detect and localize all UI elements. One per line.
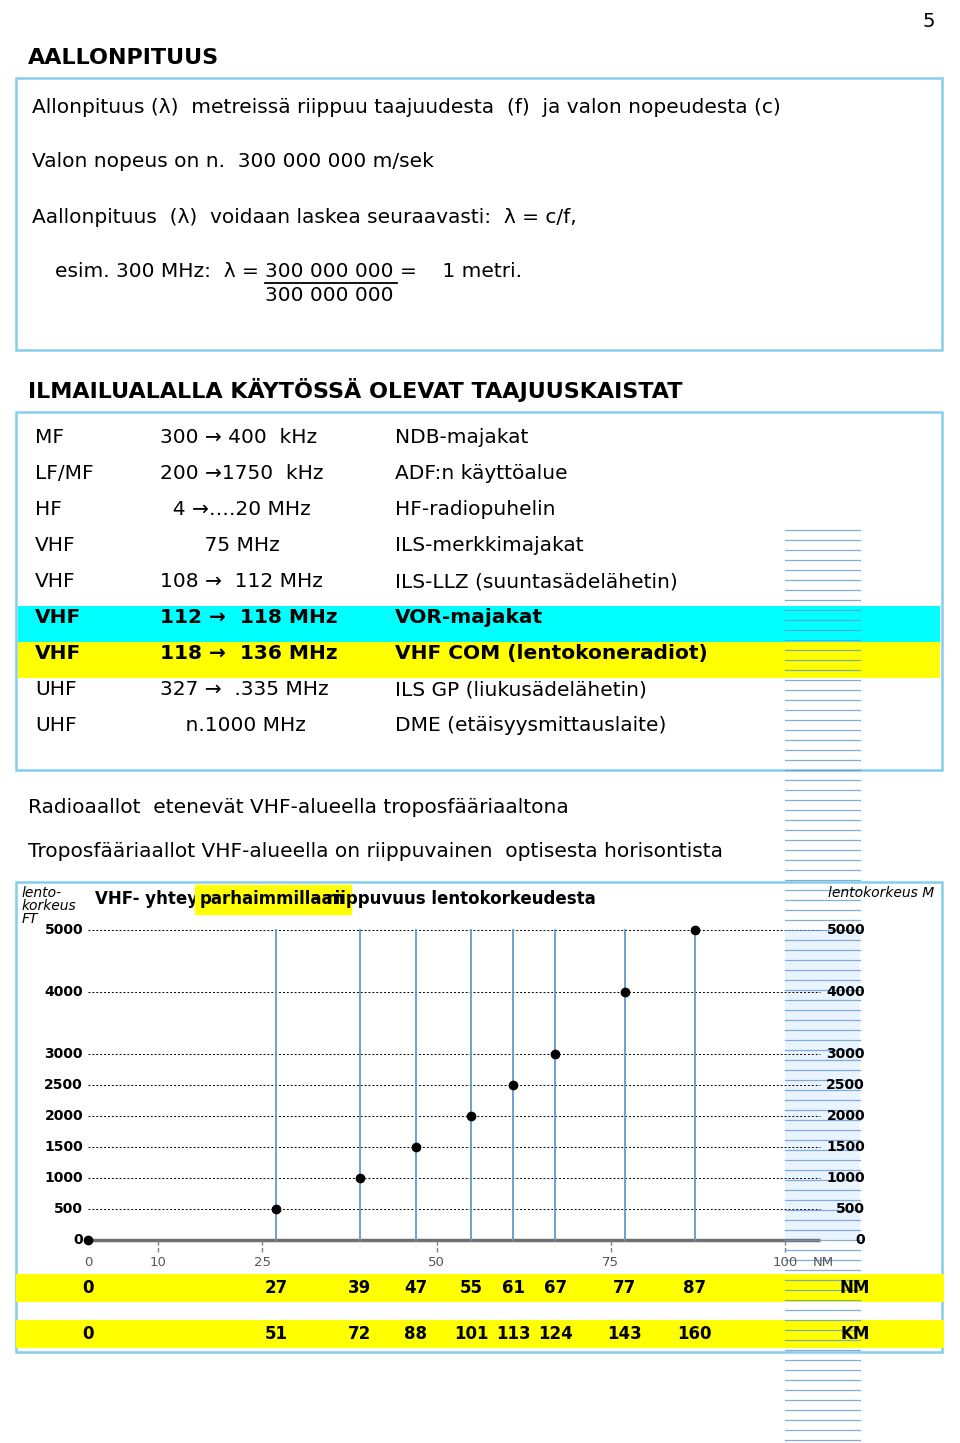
Text: 72: 72	[348, 1325, 372, 1343]
Text: 100: 100	[773, 1255, 798, 1268]
Text: ILS-LLZ (suuntasädelähetin): ILS-LLZ (suuntasädelähetin)	[395, 571, 678, 592]
Text: 327 →  .335 MHz: 327 → .335 MHz	[160, 680, 328, 698]
Bar	[16, 1320, 944, 1348]
Text: VHF: VHF	[35, 571, 76, 592]
Text: AALLONPITUUS: AALLONPITUUS	[28, 48, 219, 68]
Text: 143: 143	[608, 1325, 642, 1343]
Text: 124: 124	[538, 1325, 572, 1343]
Text: 101: 101	[454, 1325, 489, 1343]
Text: 0: 0	[84, 1255, 92, 1268]
Bar	[16, 1274, 944, 1302]
FancyBboxPatch shape	[16, 413, 942, 771]
Text: 25: 25	[253, 1255, 271, 1268]
Text: lentokorkeus M: lentokorkeus M	[828, 886, 934, 900]
Text: 2500: 2500	[827, 1078, 865, 1092]
Text: 39: 39	[348, 1278, 372, 1297]
Text: Allonpituus (λ)  metreissä riippuu taajuudesta  (f)  ja valon nopeudesta (c): Allonpituus (λ) metreissä riippuu taajuu…	[32, 98, 780, 117]
Text: 1000: 1000	[827, 1172, 865, 1185]
Text: UHF: UHF	[35, 716, 77, 734]
Text: 75 MHz: 75 MHz	[160, 535, 279, 556]
Text: 0: 0	[855, 1232, 865, 1247]
Text: KM: KM	[840, 1325, 870, 1343]
Text: 88: 88	[404, 1325, 427, 1343]
Text: LF/MF: LF/MF	[35, 465, 94, 483]
Text: lento-: lento-	[22, 886, 62, 900]
Text: NDB-majakat: NDB-majakat	[395, 429, 528, 447]
Text: 3000: 3000	[827, 1048, 865, 1061]
Text: =    1 metri.: = 1 metri.	[400, 263, 522, 281]
Text: korkeus: korkeus	[22, 899, 77, 913]
Text: 1500: 1500	[44, 1140, 83, 1154]
FancyBboxPatch shape	[16, 78, 942, 351]
Text: MF: MF	[35, 429, 64, 447]
Text: Valon nopeus on n.  300 000 000 m/sek: Valon nopeus on n. 300 000 000 m/sek	[32, 152, 434, 172]
Bar	[18, 642, 940, 678]
Text: VHF: VHF	[35, 644, 82, 662]
Text: 113: 113	[496, 1325, 531, 1343]
Text: DME (etäisyysmittauslaite): DME (etäisyysmittauslaite)	[395, 716, 666, 734]
Text: 55: 55	[460, 1278, 483, 1297]
Text: 2500: 2500	[44, 1078, 83, 1092]
Bar	[785, 929, 860, 1240]
Text: 4 →….20 MHz: 4 →….20 MHz	[160, 501, 311, 519]
Text: esim. 300 MHz:  λ =: esim. 300 MHz: λ =	[55, 263, 265, 281]
Text: Radioaallot  etenevät VHF-alueella troposfääriaaltona: Radioaallot etenevät VHF-alueella tropos…	[28, 798, 568, 817]
Text: VHF: VHF	[35, 608, 82, 628]
Text: VHF: VHF	[35, 535, 76, 556]
Text: ILMAILUALALLA KÄYTÖSSÄ OLEVAT TAAJUUSKAISTAT: ILMAILUALALLA KÄYTÖSSÄ OLEVAT TAAJUUSKAI…	[28, 378, 683, 403]
Text: ILS GP (liukusädelähetin): ILS GP (liukusädelähetin)	[395, 680, 647, 698]
Text: NM: NM	[813, 1255, 834, 1268]
Text: FT: FT	[22, 912, 38, 926]
Text: 47: 47	[404, 1278, 427, 1297]
Text: VHF COM (lentokoneradiot): VHF COM (lentokoneradiot)	[395, 644, 708, 662]
Text: UHF: UHF	[35, 680, 77, 698]
Text: Aallonpituus  (λ)  voidaan laskea seuraavasti:  λ = c/f,: Aallonpituus (λ) voidaan laskea seuraava…	[32, 208, 577, 227]
Text: 500: 500	[54, 1202, 83, 1216]
Text: - riippuvuus lentokorkeudesta: - riippuvuus lentokorkeudesta	[308, 890, 596, 908]
Text: VOR-majakat: VOR-majakat	[395, 608, 543, 628]
Text: 300 000 000: 300 000 000	[265, 263, 394, 281]
Text: 0: 0	[83, 1278, 94, 1297]
Text: 2000: 2000	[827, 1110, 865, 1123]
Text: 67: 67	[543, 1278, 566, 1297]
Text: Troposfääriaallot VHF-alueella on riippuvainen  optisesta horisontista: Troposfääriaallot VHF-alueella on riippu…	[28, 843, 723, 861]
Text: parhaimmillaan: parhaimmillaan	[200, 890, 346, 908]
Text: 1500: 1500	[827, 1140, 865, 1154]
Text: 118 →  136 MHz: 118 → 136 MHz	[160, 644, 338, 662]
Text: 200 →1750  kHz: 200 →1750 kHz	[160, 465, 324, 483]
Text: ILS-merkkimajakat: ILS-merkkimajakat	[395, 535, 584, 556]
Text: 87: 87	[683, 1278, 706, 1297]
Text: NM: NM	[840, 1278, 870, 1297]
Text: 61: 61	[502, 1278, 525, 1297]
Text: ADF:n käyttöalue: ADF:n käyttöalue	[395, 465, 567, 483]
Text: 2000: 2000	[44, 1110, 83, 1123]
Text: 75: 75	[602, 1255, 619, 1268]
Bar	[18, 606, 940, 642]
Text: 51: 51	[265, 1325, 288, 1343]
Text: 10: 10	[149, 1255, 166, 1268]
Text: 5000: 5000	[827, 924, 865, 937]
Text: 4000: 4000	[827, 986, 865, 999]
Text: HF-radiopuhelin: HF-radiopuhelin	[395, 501, 556, 519]
Text: 5000: 5000	[44, 924, 83, 937]
Text: 160: 160	[677, 1325, 711, 1343]
Text: 27: 27	[265, 1278, 288, 1297]
Text: 108 →  112 MHz: 108 → 112 MHz	[160, 571, 323, 592]
Text: n.1000 MHz: n.1000 MHz	[160, 716, 306, 734]
Text: 500: 500	[836, 1202, 865, 1216]
Text: 0: 0	[83, 1325, 94, 1343]
Text: 3000: 3000	[44, 1048, 83, 1061]
Text: 77: 77	[613, 1278, 636, 1297]
Text: VHF- yhteysväli: VHF- yhteysväli	[95, 890, 247, 908]
Text: 1000: 1000	[44, 1172, 83, 1185]
Text: 50: 50	[428, 1255, 445, 1268]
Text: 0: 0	[73, 1232, 83, 1247]
Text: HF: HF	[35, 501, 61, 519]
Text: 5: 5	[923, 12, 935, 30]
FancyBboxPatch shape	[16, 882, 942, 1352]
Text: 300 → 400  kHz: 300 → 400 kHz	[160, 429, 317, 447]
Text: 300 000 000: 300 000 000	[265, 286, 394, 304]
Text: 112 →  118 MHz: 112 → 118 MHz	[160, 608, 338, 628]
Text: 4000: 4000	[44, 986, 83, 999]
